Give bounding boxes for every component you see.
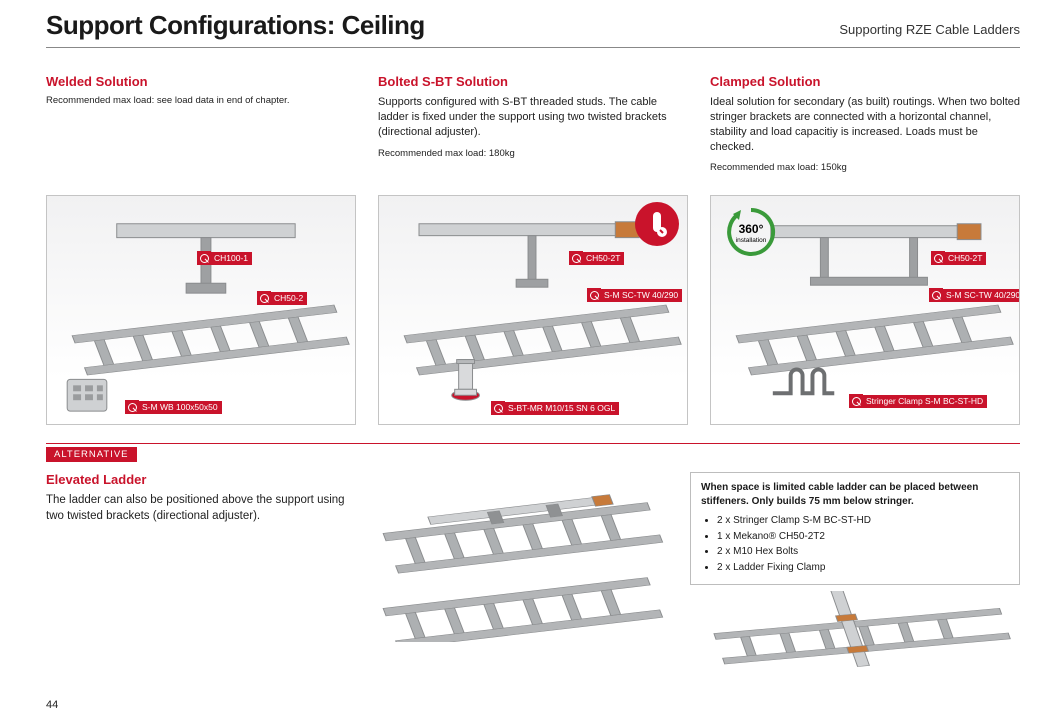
- page-title: Support Configurations: Ceiling: [46, 10, 425, 41]
- callout-icon: [197, 251, 211, 265]
- callout: S-BT-MR M10/15 SN 6 OGL: [491, 401, 619, 415]
- callout: CH50-2: [257, 291, 307, 305]
- alternative-diagram-mid: [368, 472, 668, 686]
- alternative-box-item: 1 x Mekano® CH50-2T2: [717, 530, 1009, 544]
- callout: S-M SC-TW 40/290: [587, 288, 682, 302]
- alternative-diagram-right: [690, 591, 1020, 686]
- solution-note: Recommended max load: 180kg: [378, 148, 688, 159]
- alternative-box-item: 2 x Ladder Fixing Clamp: [717, 561, 1009, 575]
- solution-col-welded: Welded Solution Recommended max load: se…: [46, 74, 356, 173]
- callout-icon: [587, 288, 601, 302]
- callout-icon: [929, 288, 943, 302]
- solution-desc: Ideal solution for secondary (as built) …: [710, 95, 1020, 154]
- alternative-box-item: 2 x M10 Hex Bolts: [717, 545, 1009, 559]
- callout-icon: [125, 400, 139, 414]
- alternative-box: When space is limited cable ladder can b…: [690, 472, 1020, 585]
- diagram-row: CH100-1 CH50-2 S-M WB 100x50x50: [46, 195, 1020, 425]
- callout-icon: [569, 251, 583, 265]
- alternative-box-col: When space is limited cable ladder can b…: [690, 472, 1020, 686]
- callout-label: S-M WB 100x50x50: [139, 401, 222, 414]
- callout-label: S-M SC-TW 40/290: [943, 289, 1020, 302]
- panel-clamped: 360° installation CH50-2T S-M SC-TW 40/2…: [710, 195, 1020, 425]
- alternative-row: Elevated Ladder The ladder can also be p…: [46, 472, 1020, 686]
- callout: CH50-2T: [569, 251, 624, 265]
- callout: Stringer Clamp S-M BC-ST-HD: [849, 394, 987, 408]
- page-number: 44: [46, 699, 58, 711]
- badge-360-text: 360°: [739, 222, 764, 236]
- diagram-welded: [47, 196, 355, 424]
- alternative-desc: The ladder can also be positioned above …: [46, 493, 346, 524]
- header-subtitle: Supporting RZE Cable Ladders: [839, 22, 1020, 37]
- alternative-tag: ALTERNATIVE: [46, 447, 137, 462]
- panel-bolted: CH50-2T S-M SC-TW 40/290 S-BT-MR M10/15 …: [378, 195, 688, 425]
- panel-welded: CH100-1 CH50-2 S-M WB 100x50x50: [46, 195, 356, 425]
- solution-title: Clamped Solution: [710, 74, 1020, 89]
- alternative-box-list: 2 x Stringer Clamp S-M BC-ST-HD 1 x Meka…: [717, 514, 1009, 574]
- page-header: Support Configurations: Ceiling Supporti…: [46, 10, 1020, 48]
- callout: S-M WB 100x50x50: [125, 400, 222, 414]
- callout: CH50-2T: [931, 251, 986, 265]
- alternative-box-item: 2 x Stringer Clamp S-M BC-ST-HD: [717, 514, 1009, 528]
- callout: S-M SC-TW 40/290: [929, 288, 1020, 302]
- alternative-rule: [46, 443, 1020, 444]
- callout-label: S-BT-MR M10/15 SN 6 OGL: [505, 402, 619, 415]
- alternative-text: Elevated Ladder The ladder can also be p…: [46, 472, 346, 686]
- callout-icon: [257, 291, 271, 305]
- solution-title: Bolted S-BT Solution: [378, 74, 688, 89]
- callout-label: Stringer Clamp S-M BC-ST-HD: [863, 395, 987, 408]
- callout-icon: [849, 394, 863, 408]
- callout-label: CH50-2T: [945, 252, 986, 265]
- badge-360-sub: installation: [736, 237, 767, 244]
- alternative-box-lead: When space is limited cable ladder can b…: [701, 482, 978, 507]
- badge-360: 360° installation: [723, 204, 779, 260]
- solution-col-clamped: Clamped Solution Ideal solution for seco…: [710, 74, 1020, 173]
- solution-desc: Supports configured with S-BT threaded s…: [378, 95, 688, 140]
- solution-note: Recommended max load: see load data in e…: [46, 95, 356, 106]
- callout-label: CH100-1: [211, 252, 252, 265]
- solution-note: Recommended max load: 150kg: [710, 162, 1020, 173]
- alternative-title: Elevated Ladder: [46, 472, 346, 487]
- callout-label: CH50-2T: [583, 252, 624, 265]
- callout-label: CH50-2: [271, 292, 307, 305]
- solution-title: Welded Solution: [46, 74, 356, 89]
- solution-col-bolted: Bolted S-BT Solution Supports configured…: [378, 74, 688, 173]
- solution-intro-row: Welded Solution Recommended max load: se…: [46, 74, 1020, 173]
- callout-icon: [491, 401, 505, 415]
- callout-icon: [931, 251, 945, 265]
- callout: CH100-1: [197, 251, 252, 265]
- callout-label: S-M SC-TW 40/290: [601, 289, 682, 302]
